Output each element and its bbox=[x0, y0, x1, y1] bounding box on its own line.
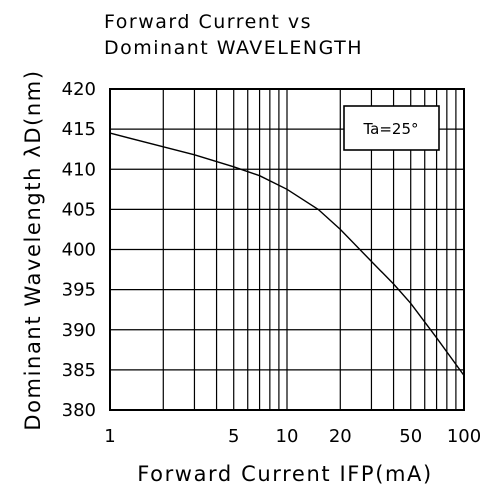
series-line bbox=[109, 132, 465, 376]
chart-title-line-2: Dominant WAVELENGTH bbox=[104, 37, 363, 59]
y-axis-label: Dominant Wavelength λD(nm) bbox=[21, 69, 45, 430]
chart-title-line-1: Forward Current vs bbox=[104, 11, 312, 33]
y-tick-label: 380 bbox=[62, 400, 96, 421]
y-tick-labels: 420 415 410 405 400 395 390 385 380 bbox=[62, 79, 96, 421]
y-tick-label: 420 bbox=[62, 79, 96, 100]
plot-frame bbox=[109, 88, 465, 411]
annotation-box bbox=[343, 105, 440, 151]
x-tick-label: 50 bbox=[399, 426, 422, 447]
x-tick-label: 5 bbox=[228, 426, 239, 447]
annotation-text: Ta=25° bbox=[362, 120, 418, 138]
y-tick-label: 415 bbox=[62, 119, 96, 140]
x-tick-label: 100 bbox=[447, 426, 481, 447]
legend-box: Ta=25° bbox=[343, 105, 440, 151]
y-tick-label: 390 bbox=[62, 320, 96, 341]
x-tick-label: 1 bbox=[104, 426, 115, 447]
x-tick-labels: 1 5 10 20 50 100 bbox=[104, 426, 481, 447]
y-tick-label: 385 bbox=[62, 360, 96, 381]
y-tick-label: 400 bbox=[62, 240, 96, 261]
x-axis-label: Forward Current IFP(mA) bbox=[137, 462, 433, 486]
y-tick-label: 395 bbox=[62, 280, 96, 301]
y-tick-label: 405 bbox=[62, 199, 96, 220]
y-tick-label: 410 bbox=[62, 159, 96, 180]
x-tick-label: 20 bbox=[329, 426, 352, 447]
x-tick-label: 10 bbox=[276, 426, 299, 447]
